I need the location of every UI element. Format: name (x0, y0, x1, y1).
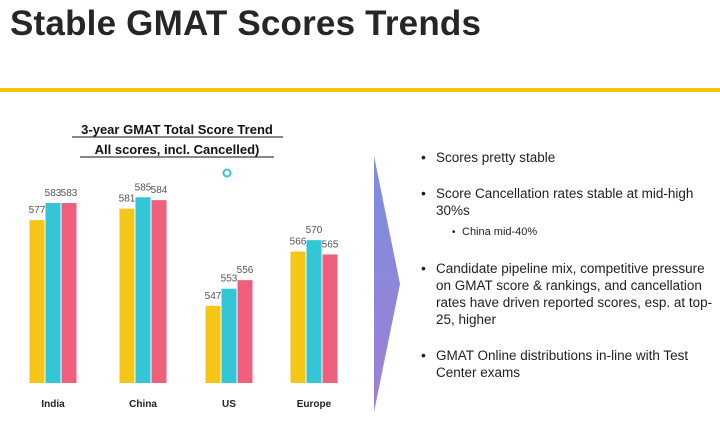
title-divider-line (0, 88, 720, 92)
bullet-gmat-online: GMAT Online distributions in-line with T… (420, 347, 716, 381)
bar-china-1 (119, 208, 135, 383)
data-label-india-2: 583 (45, 188, 62, 199)
data-label-india-1: 577 (29, 205, 46, 216)
data-label-europe-3: 565 (322, 239, 339, 250)
bullet-text: Scores pretty stable (436, 150, 556, 165)
data-label-us-2: 553 (221, 274, 238, 285)
data-label-us-1: 547 (205, 291, 222, 302)
bar-china-3 (151, 200, 167, 383)
category-label-europe: Europe (297, 399, 332, 410)
bar-us-2 (221, 288, 237, 383)
bullet-text: Score Cancellation rates stable at mid-h… (436, 186, 694, 218)
bar-india-1 (29, 220, 45, 383)
slide-title: Stable GMAT Scores Trends (10, 4, 482, 43)
divider-arrow-shape (374, 156, 400, 412)
category-label-china: China (129, 399, 157, 410)
chart-subtitle: All scores, incl. Cancelled) (95, 142, 260, 157)
bullet-scores-stable: Scores pretty stable (420, 149, 716, 166)
bar-india-3 (61, 203, 77, 383)
data-label-india-3: 583 (61, 188, 78, 199)
data-label-china-2: 585 (135, 182, 152, 193)
bullet-text: GMAT Online distributions in-line with T… (436, 348, 689, 380)
bar-europe-1 (290, 251, 306, 383)
bar-europe-2 (306, 240, 322, 383)
bullet-text: Candidate pipeline mix, competitive pres… (436, 261, 713, 327)
data-label-us-3: 556 (237, 265, 254, 276)
bullet-cancellation-rates: Score Cancellation rates stable at mid-h… (420, 185, 716, 241)
bar-india-2 (45, 203, 61, 383)
category-label-india: India (41, 399, 65, 410)
data-label-europe-1: 566 (290, 237, 307, 248)
bullet-candidate-pipeline: Candidate pipeline mix, competitive pres… (420, 260, 716, 328)
bar-china-2 (135, 197, 151, 383)
category-label-us: US (222, 399, 236, 410)
bar-europe-3 (322, 254, 338, 383)
data-label-europe-2: 570 (306, 225, 323, 236)
bar-us-1 (205, 305, 221, 383)
data-label-china-3: 584 (151, 185, 168, 196)
sub-bullet-china: China mid-40% (436, 224, 716, 241)
data-label-china-1: 581 (119, 194, 136, 205)
bullet-list: Scores pretty stable Score Cancellation … (420, 149, 716, 400)
chart-marker-dot (222, 168, 232, 178)
score-trend-chart: 3-year GMAT Total Score Trend All scores… (0, 118, 370, 422)
chart-title: 3-year GMAT Total Score Trend (81, 122, 273, 137)
chart-svg: 3-year GMAT Total Score Trend All scores… (29, 122, 339, 410)
bar-us-3 (237, 280, 253, 383)
